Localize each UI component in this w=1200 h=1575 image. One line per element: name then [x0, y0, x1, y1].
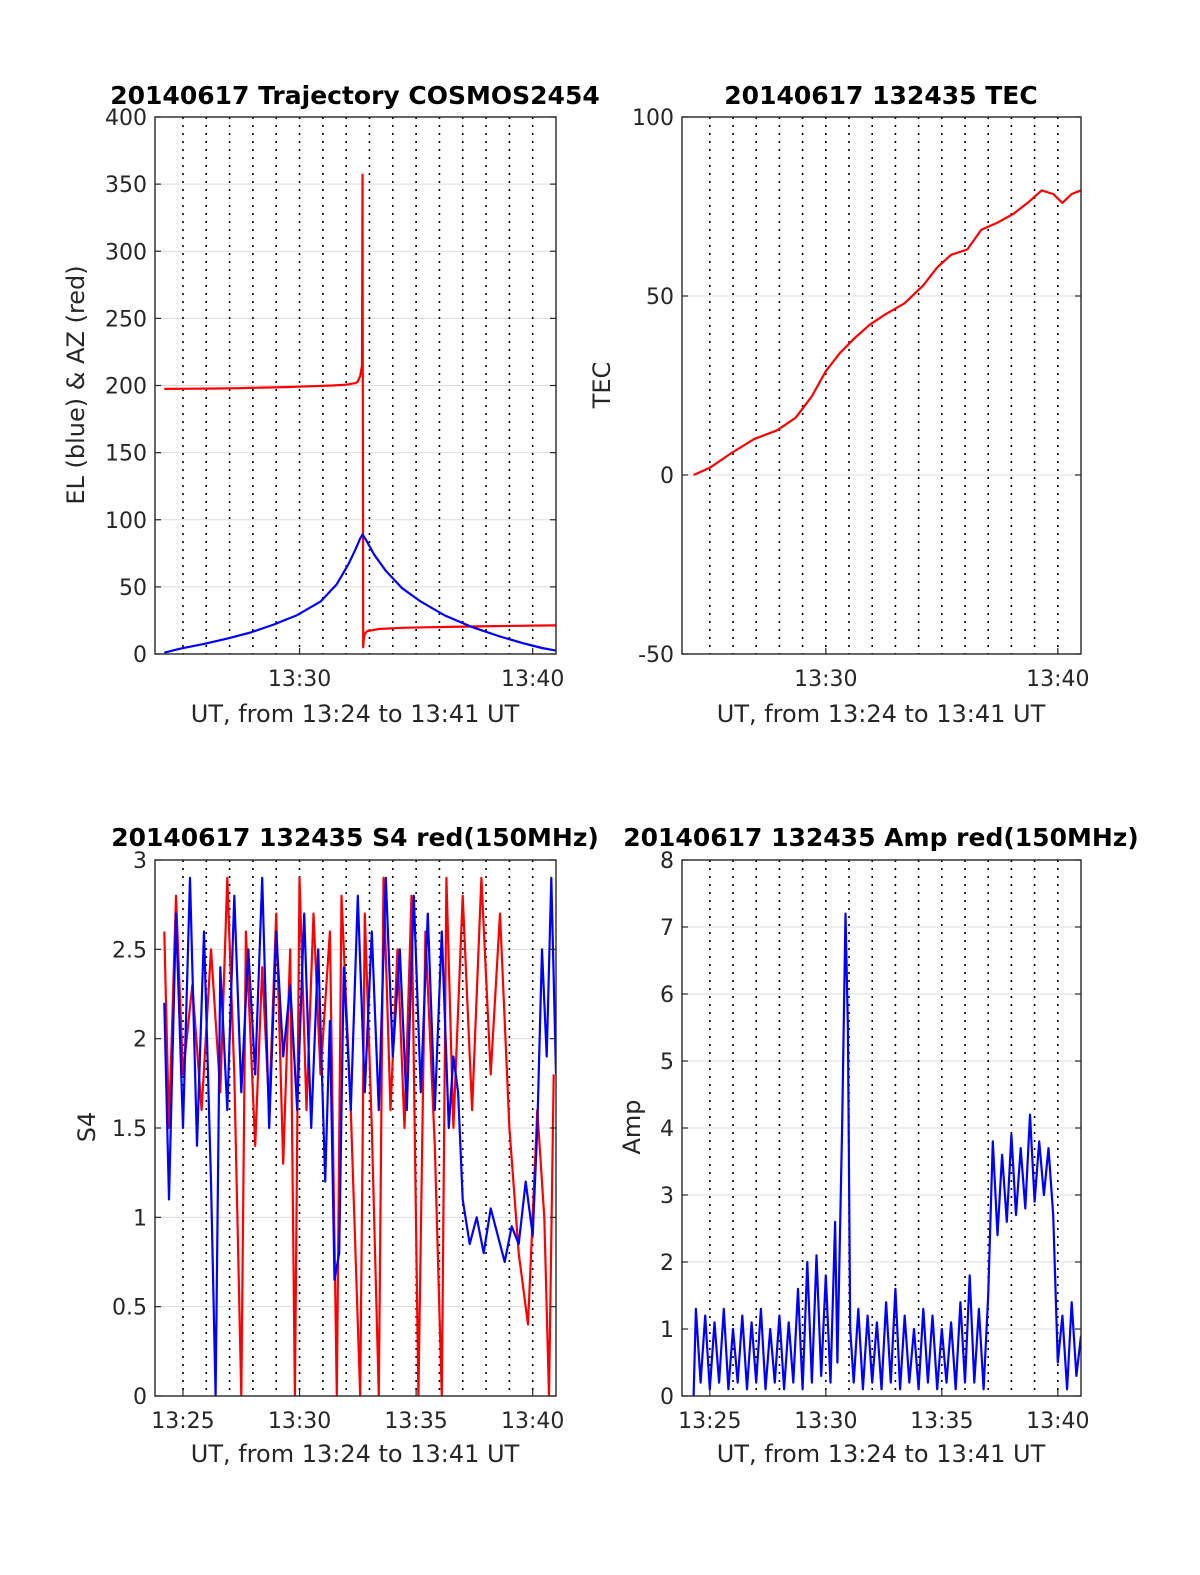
- trajectory-ytick-label-6: 300: [105, 240, 147, 265]
- s4-chart: 20140617 132435 S4 red(150MHz) UT, from …: [73, 823, 599, 1468]
- trajectory-chart-title: 20140617 Trajectory COSMOS2454: [110, 81, 600, 110]
- tec-xtick-label-0: 13:30: [794, 667, 857, 692]
- trajectory-chart: 20140617 Trajectory COSMOS2454 UT, from …: [62, 81, 600, 728]
- trajectory-ytick-label-5: 250: [105, 307, 147, 332]
- trajectory-ytick-label-2: 100: [105, 509, 147, 534]
- trajectory-ytick-label-8: 400: [105, 106, 147, 131]
- trajectory-series-1-line: [164, 533, 556, 654]
- amp-ytick-label-4: 4: [660, 1117, 674, 1142]
- s4-ytick-label-0: 0: [133, 1385, 147, 1410]
- amp-chart-xlabel: UT, from 13:24 to 13:41 UT: [717, 1440, 1046, 1468]
- s4-ytick-label-4: 2: [133, 1028, 147, 1053]
- trajectory-xtick-label-0: 13:30: [268, 667, 331, 692]
- tec-chart-xlabel: UT, from 13:24 to 13:41 UT: [717, 700, 1046, 728]
- amp-ytick-label-7: 7: [660, 916, 674, 941]
- tec-chart-ylabel: TEC: [588, 362, 616, 410]
- s4-ytick-label-6: 3: [133, 849, 147, 874]
- s4-chart-ylabel: S4: [73, 1112, 101, 1143]
- trajectory-ytick-label-3: 150: [105, 442, 147, 467]
- trajectory-series-0-line: [164, 173, 556, 649]
- s4-xtick-label-2: 13:35: [384, 1409, 447, 1434]
- amp-xtick-label-3: 13:40: [1026, 1409, 1089, 1434]
- s4-chart-title: 20140617 132435 S4 red(150MHz): [111, 823, 599, 852]
- s4-ytick-label-1: 0.5: [112, 1296, 147, 1321]
- amp-ytick-label-0: 0: [660, 1385, 674, 1410]
- s4-xtick-label-3: 13:40: [501, 1409, 564, 1434]
- s4-ytick-label-2: 1: [133, 1206, 147, 1231]
- s4-xtick-label-1: 13:30: [268, 1409, 331, 1434]
- tec-ytick-label-3: 100: [632, 106, 674, 131]
- amp-chart: 20140617 132435 Amp red(150MHz) UT, from…: [618, 823, 1139, 1468]
- tec-xtick-label-1: 13:40: [1026, 667, 1089, 692]
- amp-ytick-label-6: 6: [660, 983, 674, 1008]
- s4-xtick-label-0: 13:25: [151, 1409, 214, 1434]
- trajectory-ytick-label-1: 50: [119, 576, 147, 601]
- amp-xtick-label-1: 13:30: [794, 1409, 857, 1434]
- amp-xtick-label-2: 13:35: [910, 1409, 973, 1434]
- amp-xtick-label-0: 13:25: [678, 1409, 741, 1434]
- tec-axes-frame: [681, 116, 1082, 655]
- trajectory-chart-ylabel: EL (blue) & AZ (red): [62, 265, 90, 504]
- tec-ytick-label-1: 0: [660, 464, 674, 489]
- tec-chart: 20140617 132435 TEC UT, from 13:24 to 13…: [588, 81, 1090, 728]
- amp-chart-title: 20140617 132435 Amp red(150MHz): [623, 823, 1139, 852]
- trajectory-ytick-label-7: 350: [105, 173, 147, 198]
- amp-ytick-label-2: 2: [660, 1251, 674, 1276]
- tec-ytick-label-0: -50: [638, 643, 674, 668]
- amp-ytick-label-5: 5: [660, 1050, 674, 1075]
- s4-ytick-label-5: 2.5: [112, 938, 147, 963]
- s4-series-0-line: [163, 876, 555, 1396]
- trajectory-chart-xlabel: UT, from 13:24 to 13:41 UT: [191, 700, 520, 728]
- s4-chart-xlabel: UT, from 13:24 to 13:41 UT: [191, 1440, 520, 1468]
- trajectory-xtick-label-1: 13:40: [501, 667, 564, 692]
- tec-chart-title: 20140617 132435 TEC: [724, 81, 1037, 110]
- s4-series-1-line: [163, 876, 556, 1396]
- amp-ytick-label-8: 8: [660, 849, 674, 874]
- amp-chart-ylabel: Amp: [618, 1099, 646, 1154]
- trajectory-ytick-label-0: 0: [133, 643, 147, 668]
- trajectory-ytick-label-4: 200: [105, 375, 147, 400]
- amp-ytick-label-1: 1: [660, 1318, 674, 1343]
- amp-ytick-label-3: 3: [660, 1184, 674, 1209]
- amp-series-0-line: [692, 912, 1081, 1396]
- tec-series-0-line: [693, 189, 1081, 477]
- s4-ytick-label-3: 1.5: [112, 1117, 147, 1142]
- tec-ytick-label-2: 50: [646, 285, 674, 310]
